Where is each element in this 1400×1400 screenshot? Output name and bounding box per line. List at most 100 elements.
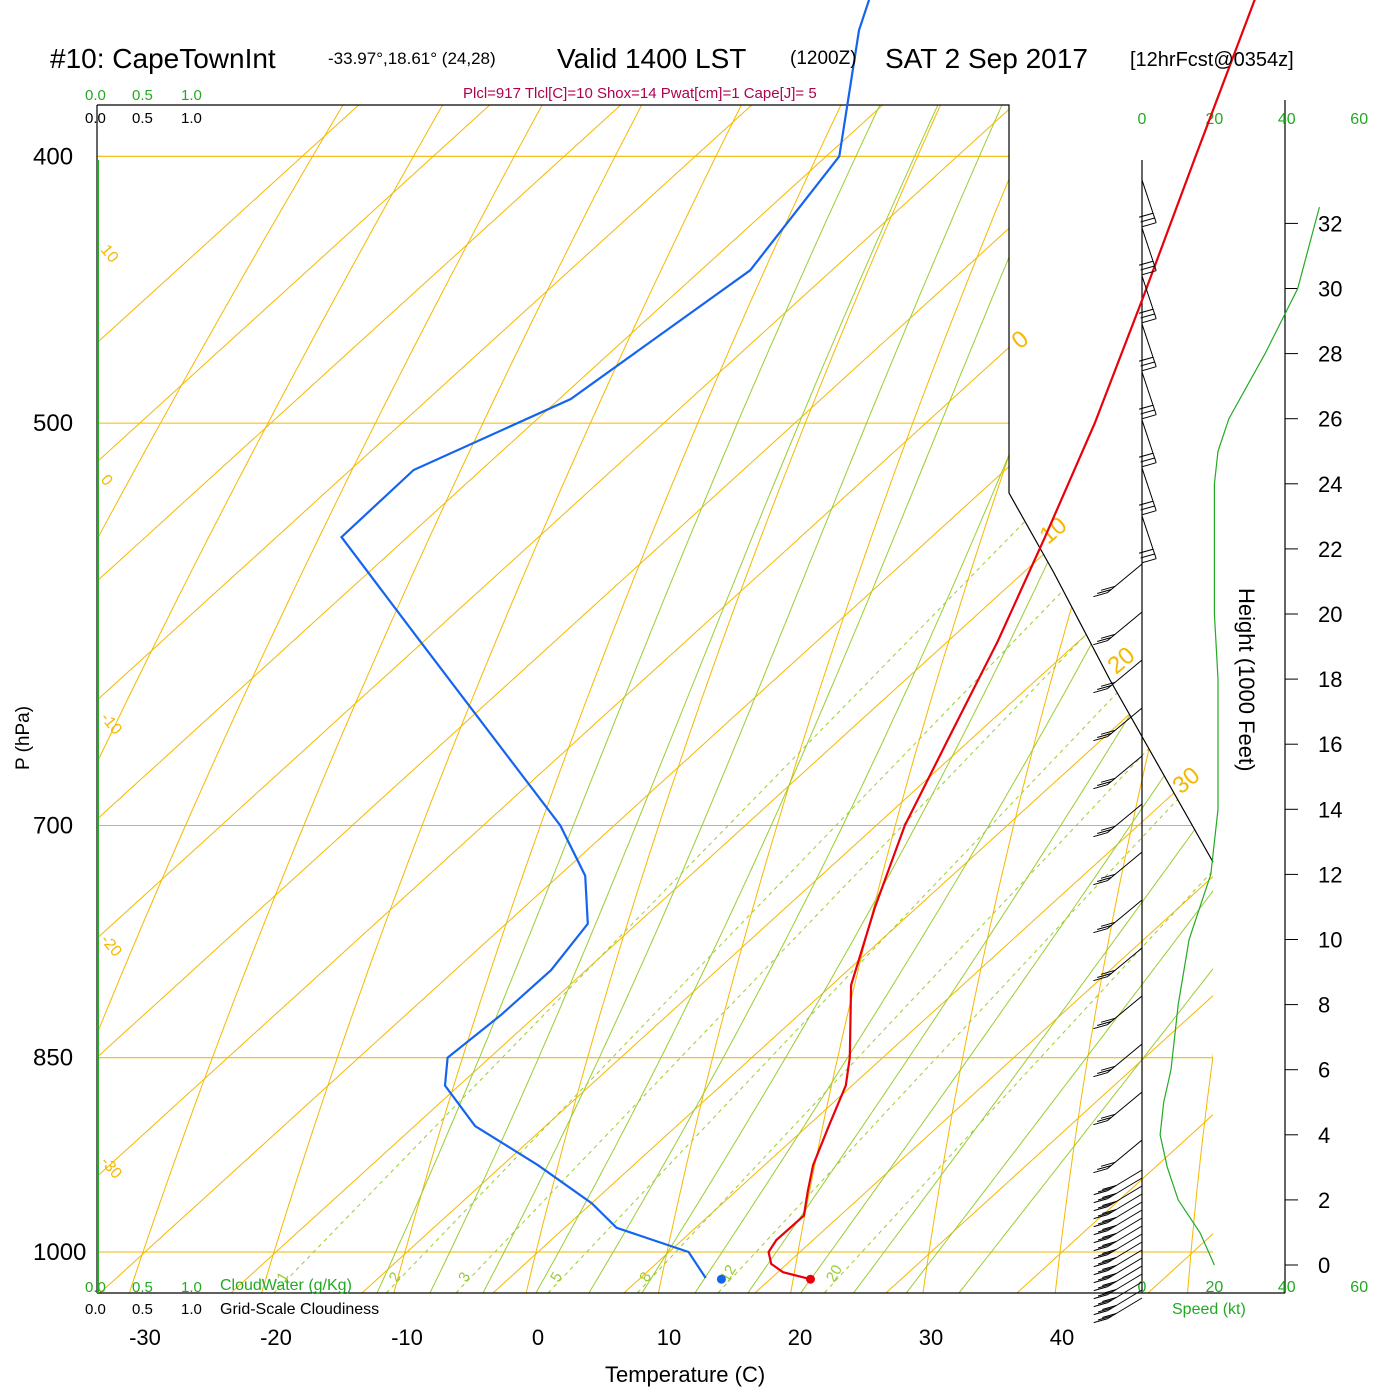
wind-barb-flag xyxy=(1093,1270,1108,1276)
wind-barb-flag xyxy=(1102,1248,1117,1254)
wind-barb-flag xyxy=(1097,829,1112,834)
wind-barb-flag xyxy=(1140,361,1155,367)
temperature-tick-label: -10 xyxy=(391,1325,423,1350)
height-tick-label: 20 xyxy=(1318,602,1342,627)
wind-barb-flag xyxy=(1097,1299,1113,1305)
temperature-tick-label: 20 xyxy=(788,1325,812,1350)
wind-barb xyxy=(1107,1169,1143,1192)
moist-adiabat-line xyxy=(420,105,1191,1293)
isotherm-line xyxy=(97,105,1213,1293)
moist-adiabat-line xyxy=(368,105,1139,1293)
wind-barb-flag xyxy=(1097,1283,1113,1289)
isotherm-line xyxy=(97,105,1213,1293)
moist-adiabat-line xyxy=(735,105,1213,1293)
wind-barb-flag xyxy=(1097,1275,1113,1281)
isotherm-line xyxy=(199,105,1213,1293)
wind-barb-flag xyxy=(1102,1304,1117,1310)
wind-barb-flag xyxy=(1097,1021,1112,1026)
temperature-tick-label: -30 xyxy=(129,1325,161,1350)
wind-barb-flag xyxy=(1093,1286,1108,1292)
wind-barb xyxy=(1107,1193,1143,1216)
wind-barb-flag xyxy=(1142,270,1157,276)
wind-barb-flag xyxy=(1102,1208,1117,1214)
wind-barb-flag xyxy=(1100,969,1116,975)
isotherm-line xyxy=(330,105,1213,1293)
valid-time: Valid 1400 LST xyxy=(557,43,746,74)
wind-barb xyxy=(1141,227,1157,271)
wind-barb-flag xyxy=(1097,1267,1113,1273)
wind-barb-flag xyxy=(1102,1280,1117,1286)
station-title: #10: CapeTownInt xyxy=(50,43,276,74)
wind-barb xyxy=(1107,1043,1143,1074)
wind-barb-flag xyxy=(1097,1235,1113,1241)
isotherm-line xyxy=(592,105,1213,1293)
wind-barb-flag xyxy=(1138,356,1154,362)
cloud-scale-bottom-green-2: 1.0 xyxy=(181,1279,202,1296)
wind-barb-flag xyxy=(1140,409,1155,415)
wind-barb xyxy=(1107,1297,1143,1320)
wind-barb-flag xyxy=(1093,1168,1108,1174)
isotherm-label: 10 xyxy=(97,242,122,267)
wind-barb-flag xyxy=(1097,973,1112,978)
wind-barb-flag xyxy=(1093,1246,1108,1252)
wind-barb-flag xyxy=(1138,260,1154,266)
wind-barb xyxy=(1141,419,1157,463)
wind-barb-flag xyxy=(1097,1165,1112,1170)
wind-barb xyxy=(1107,611,1143,642)
isotherm-label: -20 xyxy=(97,932,125,961)
wind-barb-flag xyxy=(1093,1214,1108,1220)
forecast-label: [12hrFcst@0354z] xyxy=(1130,49,1294,71)
dry-adiabat-line xyxy=(918,105,1213,1293)
wind-barb-flag xyxy=(1093,1302,1108,1308)
dry-adiabat-line xyxy=(652,105,1213,1293)
wind-barb-flag xyxy=(1138,308,1154,314)
wind-barb-flag xyxy=(1093,688,1108,694)
height-tick-label: 4 xyxy=(1318,1123,1330,1148)
temperature-tick-label: -20 xyxy=(260,1325,292,1350)
height-tick-label: 8 xyxy=(1318,993,1330,1018)
wind-barb-flag xyxy=(1097,589,1112,594)
dry-adiabat-line xyxy=(785,105,1213,1293)
wind-barb-flag xyxy=(1093,1262,1108,1268)
wind-barb-flag xyxy=(1138,452,1154,458)
moist-adiabat-line xyxy=(525,105,1213,1293)
station-coords: -33.97°,18.61° (24,28) xyxy=(328,49,496,68)
wind-barb-flag xyxy=(1097,685,1112,690)
isotherm-line xyxy=(97,105,1106,1293)
wind-barb-flag xyxy=(1140,553,1155,559)
wind-barb-flag xyxy=(1097,1203,1113,1209)
wind-barb xyxy=(1107,1273,1143,1296)
mixing-ratio-label: 2 xyxy=(386,1269,405,1285)
wind-barb-flag xyxy=(1140,313,1155,319)
isotherm-label: -30 xyxy=(97,1154,125,1183)
wind-barb-flag xyxy=(1142,414,1157,420)
wind-barb xyxy=(1107,1091,1143,1122)
wind-barb-flag xyxy=(1093,1294,1108,1300)
mixing-ratio-line xyxy=(620,155,1213,1293)
wind-barb-flag xyxy=(1142,510,1157,516)
temperature-tick-label: 40 xyxy=(1050,1325,1074,1350)
surface-temperature-dot xyxy=(805,1274,815,1284)
cloud-scale-bottom-black-1: 0.5 xyxy=(132,1301,153,1318)
mixing-ratio-line xyxy=(256,155,1213,1293)
wind-layer xyxy=(1093,179,1320,1324)
wind-barb xyxy=(1107,1281,1143,1304)
wind-barb-flag xyxy=(1140,265,1155,271)
mixing-ratio-label: 20 xyxy=(823,1262,846,1285)
wind-barb xyxy=(1107,563,1143,594)
dry-adiabat-line xyxy=(252,105,1042,1293)
height-tick-label: 22 xyxy=(1318,537,1342,562)
wind-barb-flag xyxy=(1097,1219,1113,1225)
wind-barb-flag xyxy=(1102,1232,1117,1238)
wind-barb-flag xyxy=(1100,1113,1116,1119)
cloud-scale-top-black-2: 1.0 xyxy=(181,110,202,127)
height-tick-label: 18 xyxy=(1318,667,1342,692)
cloud-scale-top-green-2: 1.0 xyxy=(181,87,202,104)
grid-layer xyxy=(97,105,1213,1293)
wind-barb-flag xyxy=(1102,1192,1117,1198)
dewpoint-profile xyxy=(340,0,871,1279)
wind-barb-flag xyxy=(1097,637,1112,642)
mixing-ratio-line xyxy=(701,155,1213,1293)
wind-barb xyxy=(1141,275,1157,319)
